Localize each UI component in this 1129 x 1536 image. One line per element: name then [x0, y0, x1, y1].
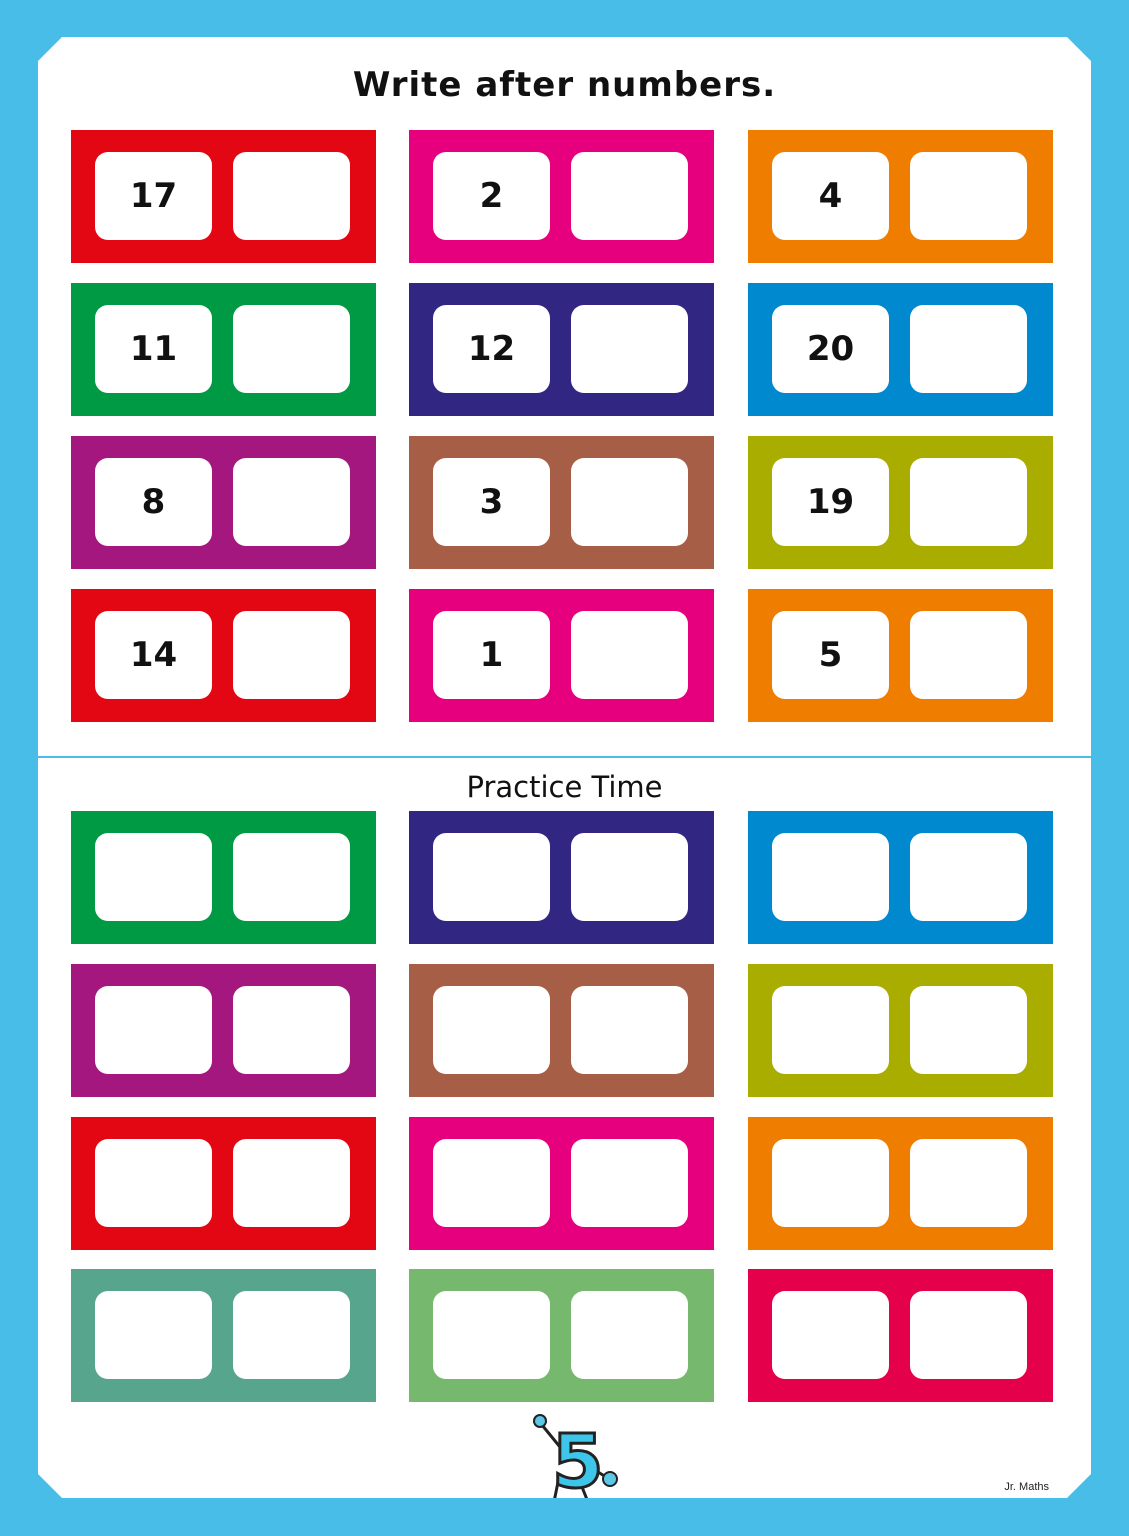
given-number-box: 3	[433, 458, 550, 546]
given-number-box: 14	[95, 611, 212, 699]
given-number-box: 19	[772, 458, 889, 546]
answer-box[interactable]	[571, 152, 688, 240]
practice-box-left[interactable]	[433, 1139, 550, 1227]
practice-box-right[interactable]	[571, 833, 688, 921]
answer-box[interactable]	[233, 611, 350, 699]
exercise-tile: 20	[748, 283, 1053, 416]
practice-tile	[409, 811, 714, 944]
given-number-box: 8	[95, 458, 212, 546]
practice-box-left[interactable]	[772, 833, 889, 921]
exercise-tile: 17	[71, 130, 376, 263]
practice-tile	[71, 811, 376, 944]
practice-title: Practice Time	[466, 770, 663, 804]
practice-box-left[interactable]	[433, 1291, 550, 1379]
practice-box-right[interactable]	[910, 986, 1027, 1074]
practice-tile	[748, 811, 1053, 944]
practice-box-right[interactable]	[571, 986, 688, 1074]
practice-tile	[409, 1117, 714, 1250]
practice-tile	[748, 1269, 1053, 1402]
given-number-box: 1	[433, 611, 550, 699]
given-number-box: 2	[433, 152, 550, 240]
answer-box[interactable]	[233, 458, 350, 546]
section-divider	[38, 756, 1091, 758]
practice-box-left[interactable]	[95, 833, 212, 921]
practice-box-right[interactable]	[571, 1291, 688, 1379]
practice-box-left[interactable]	[433, 833, 550, 921]
practice-tile	[748, 1117, 1053, 1250]
practice-box-left[interactable]	[95, 986, 212, 1074]
practice-box-right[interactable]	[571, 1139, 688, 1227]
practice-box-left[interactable]	[772, 1139, 889, 1227]
answer-box[interactable]	[910, 152, 1027, 240]
practice-box-right[interactable]	[233, 986, 350, 1074]
practice-box-right[interactable]	[910, 1139, 1027, 1227]
given-number-box: 11	[95, 305, 212, 393]
exercise-tile: 19	[748, 436, 1053, 569]
given-number-box: 4	[772, 152, 889, 240]
brand-label: Jr. Maths	[1004, 1481, 1049, 1493]
answer-box[interactable]	[910, 305, 1027, 393]
practice-box-left[interactable]	[95, 1291, 212, 1379]
exercise-tile: 5	[748, 589, 1053, 722]
practice-box-left[interactable]	[772, 986, 889, 1074]
given-number-box: 12	[433, 305, 550, 393]
answer-box[interactable]	[233, 152, 350, 240]
worksheet-title: Write after numbers.	[352, 65, 777, 105]
answer-box[interactable]	[571, 305, 688, 393]
exercise-tile: 8	[71, 436, 376, 569]
practice-box-right[interactable]	[910, 833, 1027, 921]
practice-box-right[interactable]	[233, 1139, 350, 1227]
practice-box-left[interactable]	[433, 986, 550, 1074]
practice-tile	[71, 1117, 376, 1250]
exercise-tile: 1	[409, 589, 714, 722]
answer-box[interactable]	[233, 305, 350, 393]
exercise-tile: 3	[409, 436, 714, 569]
practice-box-right[interactable]	[233, 833, 350, 921]
answer-box[interactable]	[571, 611, 688, 699]
exercise-tile: 2	[409, 130, 714, 263]
answer-box[interactable]	[571, 458, 688, 546]
practice-box-right[interactable]	[233, 1291, 350, 1379]
exercise-tile: 11	[71, 283, 376, 416]
given-number-box: 17	[95, 152, 212, 240]
practice-box-right[interactable]	[910, 1291, 1027, 1379]
exercise-tile: 12	[409, 283, 714, 416]
practice-box-left[interactable]	[772, 1291, 889, 1379]
exercise-tile: 4	[748, 130, 1053, 263]
practice-tile	[409, 964, 714, 1097]
worksheet-page: Write after numbers. Practice Time 17 2 4 1…	[38, 37, 1091, 1498]
given-number-box: 20	[772, 305, 889, 393]
exercise-tile: 14	[71, 589, 376, 722]
practice-tile	[71, 964, 376, 1097]
given-number-box: 5	[772, 611, 889, 699]
practice-tile	[71, 1269, 376, 1402]
answer-box[interactable]	[910, 611, 1027, 699]
practice-tile	[748, 964, 1053, 1097]
svg-text:5: 5	[552, 1419, 604, 1505]
answer-box[interactable]	[910, 458, 1027, 546]
practice-box-left[interactable]	[95, 1139, 212, 1227]
practice-tile	[409, 1269, 714, 1402]
number-5-mascot-icon: 5	[533, 1414, 618, 1505]
